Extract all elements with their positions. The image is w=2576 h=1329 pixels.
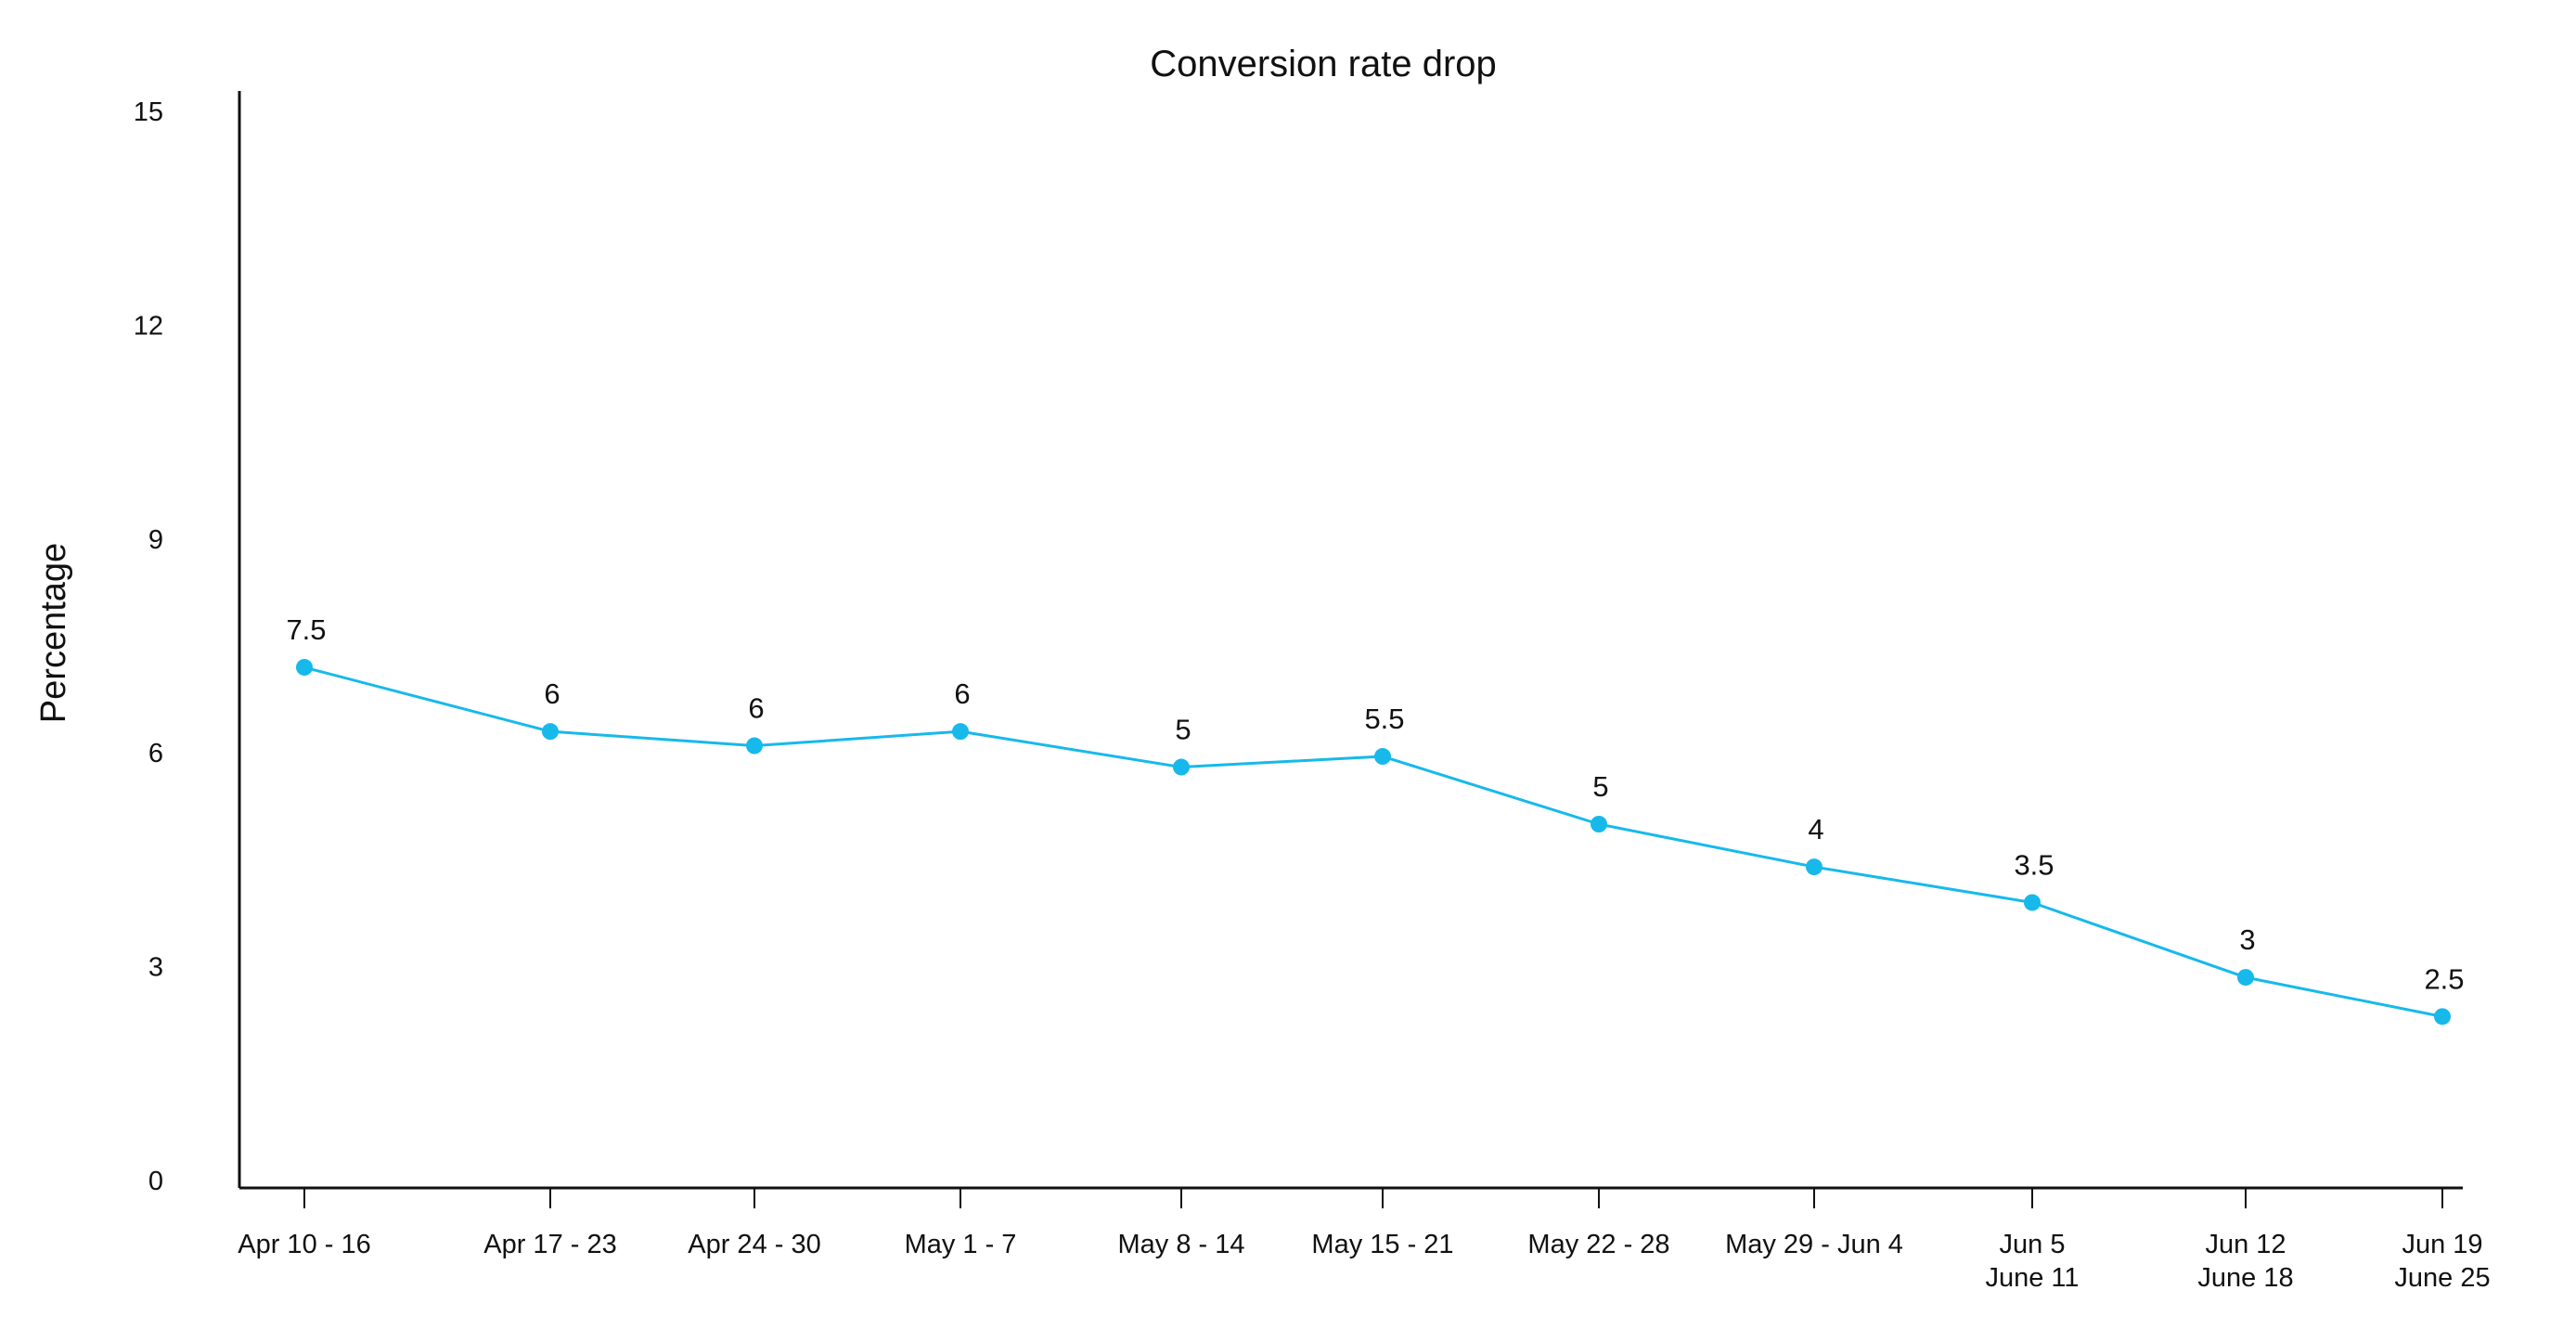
data-point: [2024, 894, 2041, 911]
data-label: 6: [954, 677, 970, 710]
x-tick-label: May 29 - Jun 4: [1725, 1230, 1903, 1259]
data-label: 6: [748, 692, 764, 725]
data-label: 2.5: [2424, 962, 2464, 995]
data-point: [1591, 816, 1607, 832]
data-point: [2434, 1008, 2451, 1026]
data-label: 4: [1808, 813, 1823, 845]
data-label: 7.5: [286, 613, 326, 646]
data-point: [1374, 748, 1391, 766]
y-tick-label: 3: [148, 953, 163, 983]
data-label: 5.5: [1364, 703, 1404, 735]
data-point: [2237, 969, 2254, 987]
x-tick-label: June 18: [2197, 1263, 2293, 1293]
data-label: 6: [544, 677, 560, 710]
chart-title: Conversion rate drop: [1150, 44, 1497, 84]
data-label: 5: [1175, 714, 1191, 746]
data-label: 3.5: [2014, 848, 2054, 881]
x-tick-label: Apr 10 - 16: [238, 1230, 370, 1259]
data-point: [1173, 758, 1190, 776]
x-tick-label: Jun 19: [2402, 1230, 2482, 1259]
data-point: [296, 659, 313, 677]
x-axis-ticks: Apr 10 - 16 Apr 17 - 23 Apr 24 - 30 May 1 -…: [238, 1188, 2491, 1293]
x-tick-label: Jun 5: [2000, 1230, 2066, 1259]
data-label: 3: [2239, 923, 2255, 956]
y-tick-label: 0: [148, 1167, 163, 1196]
y-tick-label: 12: [134, 311, 163, 341]
y-tick-label: 6: [148, 739, 163, 768]
x-tick-label: May 22 - 28: [1527, 1230, 1669, 1259]
y-axis-label: Percentage: [34, 543, 73, 723]
data-point: [746, 737, 763, 755]
x-tick-label: May 15 - 21: [1311, 1230, 1453, 1259]
x-tick-label: May 8 - 14: [1118, 1230, 1245, 1259]
data-point: [952, 723, 969, 741]
series-layer: 7.5 6 6 6 5 5.5 5 4 3.5 3 2.5: [286, 613, 2465, 1026]
y-tick-label: 15: [134, 97, 163, 127]
x-tick-label: June 11: [1985, 1263, 2079, 1293]
x-tick-label: May 1 - 7: [905, 1230, 1017, 1259]
data-label: 5: [1592, 770, 1608, 803]
x-tick-label: June 25: [2394, 1263, 2490, 1293]
y-axis-ticks: 0 3 6 9 12 15: [134, 97, 163, 1196]
y-tick-label: 9: [148, 525, 163, 555]
x-tick-label: Apr 17 - 23: [483, 1230, 616, 1259]
data-point: [1806, 858, 1823, 876]
x-tick-label: Jun 12: [2205, 1230, 2286, 1259]
data-point: [542, 723, 559, 741]
x-tick-label: Apr 24 - 30: [688, 1230, 820, 1259]
